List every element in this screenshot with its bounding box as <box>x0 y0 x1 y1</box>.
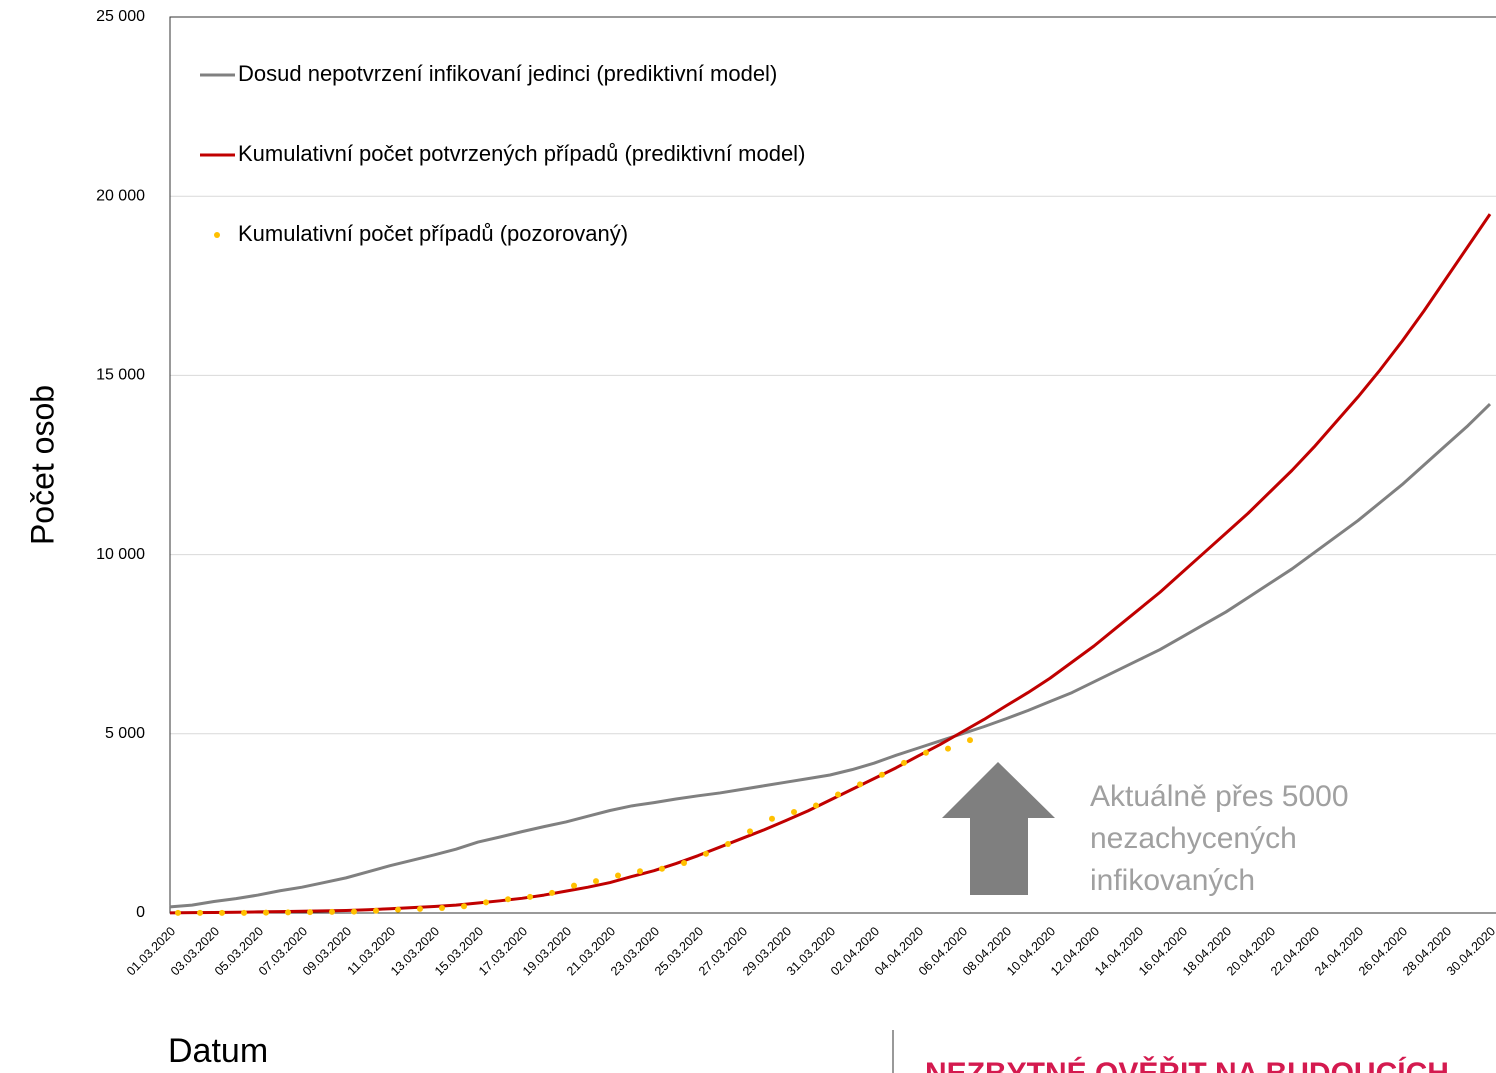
data-point <box>659 865 665 872</box>
data-point <box>197 909 203 916</box>
data-point <box>593 878 599 885</box>
legend-marker <box>214 232 220 238</box>
data-point <box>571 882 577 889</box>
data-point <box>329 908 335 915</box>
data-point <box>263 909 269 916</box>
y-tick-label: 0 <box>136 904 145 921</box>
data-point <box>241 909 247 916</box>
data-point <box>615 872 621 879</box>
data-point <box>439 904 445 911</box>
data-point <box>813 802 819 809</box>
annotation: Aktuálně přes 5000 <box>1090 780 1349 813</box>
data-point <box>857 781 863 788</box>
data-point <box>791 809 797 816</box>
data-point <box>175 909 181 916</box>
data-point <box>637 868 643 875</box>
y-tick-label: 20 000 <box>96 187 145 204</box>
data-point <box>681 860 687 867</box>
data-point <box>483 899 489 906</box>
data-point <box>373 907 379 914</box>
y-tick-label: 10 000 <box>96 546 145 563</box>
y-tick-label: 5 000 <box>105 725 145 742</box>
legend-label: Dosud nepotvrzení infikovaní jedinci (pr… <box>238 61 777 86</box>
data-point <box>351 908 357 915</box>
data-point <box>307 909 313 916</box>
data-point <box>835 791 841 798</box>
data-point <box>725 841 731 848</box>
plot-frame <box>169 16 1496 914</box>
y-tick-label: 25 000 <box>96 8 145 25</box>
legend-label: Kumulativní počet potvrzených případů (p… <box>238 141 805 166</box>
annotation: infikovaných <box>1090 864 1255 897</box>
data-point <box>285 909 291 916</box>
x-axis-label: Datum <box>168 1032 268 1070</box>
arrow <box>942 762 1055 895</box>
data-point <box>417 905 423 912</box>
y-tick-label: 15 000 <box>96 367 145 384</box>
data-point <box>461 903 467 910</box>
annotation: nezachycených <box>1090 822 1297 855</box>
y-axis-label: Počet osob <box>24 385 60 545</box>
data-point <box>901 759 907 766</box>
series-line <box>169 213 1492 915</box>
data-point <box>747 828 753 835</box>
data-point <box>703 850 709 857</box>
data-point <box>769 815 775 822</box>
data-point <box>923 749 929 756</box>
data-point <box>945 745 951 752</box>
data-point <box>879 771 885 778</box>
data-point <box>505 896 511 903</box>
footer-note: NEZBYTNÉ OVĚŘIT NA BUDOUCÍCH <box>925 1056 1449 1073</box>
data-point <box>549 889 555 896</box>
data-point <box>967 737 973 744</box>
legend-label: Kumulativní počet případů (pozorovaný) <box>238 221 628 246</box>
data-point <box>527 893 533 900</box>
series-line <box>169 402 1492 909</box>
data-point <box>395 906 401 913</box>
data-point <box>219 909 225 916</box>
